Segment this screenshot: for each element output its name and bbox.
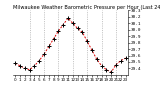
Text: Milwaukee Weather Barometric Pressure per Hour (Last 24 Hours): Milwaukee Weather Barometric Pressure pe… (13, 5, 160, 10)
